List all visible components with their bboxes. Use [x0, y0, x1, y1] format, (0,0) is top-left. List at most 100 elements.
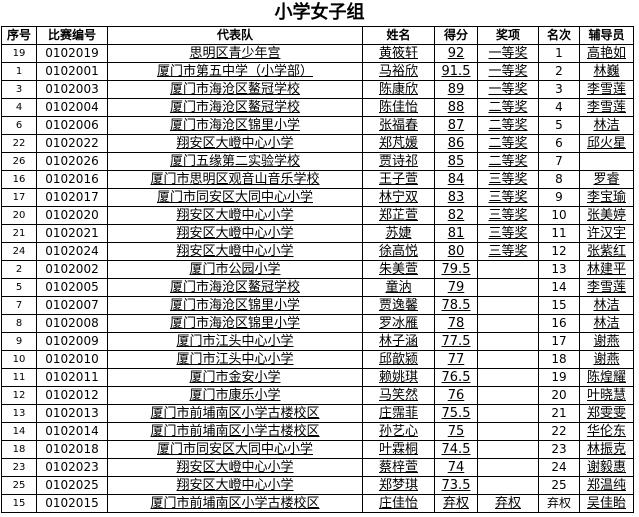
- cell-name: 郑芷萱: [362, 206, 435, 225]
- coach-text: 张紫红: [586, 244, 626, 259]
- cell-match-id: 0102018: [36, 440, 108, 459]
- seq-text: 22: [12, 138, 26, 149]
- cell-match-id: 0102024: [36, 242, 108, 261]
- cell-score: 84: [434, 170, 478, 189]
- cell-score: 弃权: [434, 494, 478, 513]
- rank-text: 9: [555, 190, 563, 204]
- cell-seq: 22: [1, 134, 37, 153]
- cell-award: 二等奖: [477, 116, 539, 135]
- rank-text: 14: [551, 280, 567, 294]
- cell-award: [477, 422, 539, 441]
- cell-score: 85: [434, 152, 478, 171]
- cell-award: [477, 296, 539, 315]
- match-id-text: 0102004: [45, 100, 99, 114]
- name-text: 郑芷萱: [378, 208, 418, 223]
- score-text: 74: [447, 460, 465, 475]
- cell-score: 89: [434, 80, 478, 99]
- cell-team: 翔安区大嶝中心小学: [107, 206, 363, 225]
- cell-name: 林宁双: [362, 188, 435, 207]
- rank-text: 3: [555, 82, 563, 96]
- coach-text: 李雪莲: [586, 82, 626, 97]
- header-rank: 名次: [538, 26, 580, 45]
- seq-text: 19: [12, 48, 26, 59]
- score-text: 78.5: [441, 298, 471, 313]
- cell-rank: 弃权: [538, 494, 580, 513]
- name-text: 马裕欣: [378, 64, 418, 79]
- coach-text: 林洁: [593, 118, 620, 133]
- cell-seq: 4: [1, 98, 37, 117]
- rank-text: 22: [551, 424, 567, 438]
- team-text: 厦门市海沧区锦里小学: [169, 316, 300, 331]
- seq-text: 9: [15, 336, 23, 347]
- match-id-text: 0102008: [45, 316, 99, 330]
- cell-rank: 23: [538, 440, 580, 459]
- cell-award: 三等奖: [477, 224, 539, 243]
- seq-text: 23: [12, 462, 26, 473]
- rank-text: 6: [555, 136, 563, 150]
- name-text: 庄佳怡: [378, 496, 418, 511]
- team-text: 厦门市第五中学（小学部）: [156, 64, 313, 79]
- name-text: 贾逸馨: [378, 298, 418, 313]
- cell-rank: 19: [538, 368, 580, 387]
- rank-text: 11: [551, 226, 567, 240]
- cell-coach: 华伦东: [579, 422, 634, 441]
- team-text: 厦门市金安小学: [189, 370, 281, 385]
- score-text: 75: [447, 424, 465, 439]
- cell-name: 黄筱轩: [362, 44, 435, 63]
- cell-name: 郑芃媛: [362, 134, 435, 153]
- cell-coach: 李雪莲: [579, 80, 634, 99]
- cell-name: 贾诗祁: [362, 152, 435, 171]
- cell-name: 王子萱: [362, 170, 435, 189]
- cell-name: 邱歆颍: [362, 350, 435, 369]
- score-text: 85: [447, 154, 465, 169]
- cell-award: 三等奖: [477, 170, 539, 189]
- header-score: 得分: [434, 26, 478, 45]
- cell-score: 75: [434, 422, 478, 441]
- cell-name: 朱美萱: [362, 260, 435, 279]
- table-row: 8 0102008 厦门市海沧区锦里小学 罗冰雁 78 16 林洁: [1, 314, 634, 333]
- score-text: 73.5: [441, 478, 471, 493]
- cell-score: 77.5: [434, 332, 478, 351]
- cell-team: 厦门五缘第二实验学校: [107, 152, 363, 171]
- cell-rank: 11: [538, 224, 580, 243]
- cell-match-id: 0102009: [36, 332, 108, 351]
- page-title: 小学女子组: [274, 2, 365, 23]
- coach-text: 李宝瑜: [586, 190, 626, 205]
- score-text: 74.5: [441, 442, 471, 457]
- name-text: 蔡梓萱: [378, 460, 418, 475]
- cell-coach: 高艳如: [579, 44, 634, 63]
- cell-score: 77: [434, 350, 478, 369]
- cell-match-id: 0102006: [36, 116, 108, 135]
- match-id-text: 0102023: [45, 460, 99, 474]
- seq-text: 25: [12, 480, 26, 491]
- cell-award: 一等奖: [477, 62, 539, 81]
- table-row: 24 0102024 翔安区大嶝中心小学 徐高悦 80 三等奖 12 张紫红: [1, 242, 634, 261]
- cell-award: 一等奖: [477, 44, 539, 63]
- cell-rank: 4: [538, 98, 580, 117]
- cell-award: 三等奖: [477, 206, 539, 225]
- cell-rank: 1: [538, 44, 580, 63]
- cell-rank: 3: [538, 80, 580, 99]
- cell-coach: 林洁: [579, 314, 634, 333]
- cell-rank: 25: [538, 476, 580, 495]
- cell-score: 78: [434, 314, 478, 333]
- team-text: 厦门市同安区大同中心小学: [156, 442, 313, 457]
- team-text: 厦门市海沧区锦里小学: [169, 298, 300, 313]
- cell-name: 陈佳怡: [362, 98, 435, 117]
- name-text: 苏婕: [385, 226, 412, 241]
- award-text: 二等奖: [488, 154, 528, 169]
- match-id-text: 0102015: [45, 496, 99, 510]
- cell-match-id: 0102016: [36, 170, 108, 189]
- match-id-text: 0102026: [45, 154, 99, 168]
- team-text: 厦门五缘第二实验学校: [169, 154, 300, 169]
- cell-name: 张福春: [362, 116, 435, 135]
- score-text: 75.5: [441, 406, 471, 421]
- match-id-text: 0102022: [45, 136, 99, 150]
- cell-score: 79: [434, 278, 478, 297]
- score-text: 弃权: [442, 496, 469, 511]
- cell-award: [477, 404, 539, 423]
- award-text: 二等奖: [488, 118, 528, 133]
- cell-team: 翔安区大嶝中心小学: [107, 458, 363, 477]
- coach-text: 林建平: [586, 262, 626, 277]
- table-row: 12 0102012 厦门市康乐小学 马笑然 76 20 叶晓慧: [1, 386, 634, 405]
